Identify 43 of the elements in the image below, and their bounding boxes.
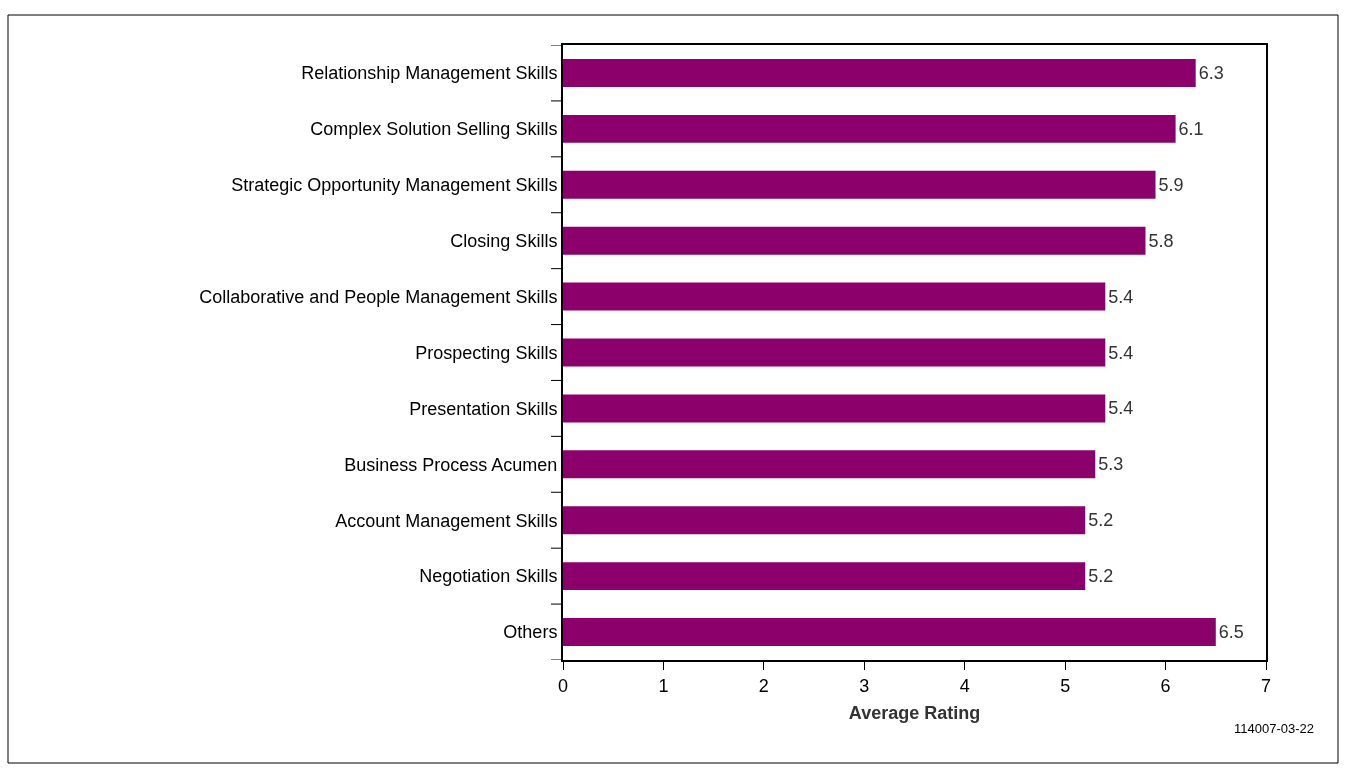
data-label: 5.9 xyxy=(1158,174,1184,195)
y-tick-label: Closing Skills xyxy=(450,230,558,251)
data-label: 5.8 xyxy=(1148,230,1174,251)
data-label: 5.2 xyxy=(1088,566,1114,587)
y-tick-label: Collaborative and People Management Skills xyxy=(199,286,558,307)
y-tick-label: Prospecting Skills xyxy=(415,342,558,363)
bar xyxy=(563,58,1196,87)
bar xyxy=(563,226,1146,255)
text: 114007-03-22 xyxy=(1234,721,1314,736)
y-tick-label: Relationship Management Skills xyxy=(301,63,558,84)
data-label: 5.3 xyxy=(1098,454,1124,475)
bar xyxy=(563,394,1106,423)
bar xyxy=(563,562,1086,591)
data-label: 6.5 xyxy=(1218,622,1244,643)
y-tick-label: Complex Solution Selling Skills xyxy=(310,119,558,140)
x-tick-label: 0 xyxy=(557,675,569,696)
bar xyxy=(563,618,1216,647)
data-label: 5.4 xyxy=(1108,286,1134,307)
x-tick-label: 5 xyxy=(1060,675,1071,696)
y-tick-label: Negotiation Skills xyxy=(419,566,558,587)
bar xyxy=(563,506,1086,535)
bar xyxy=(563,282,1106,311)
bar xyxy=(563,450,1096,479)
x-tick-label: 3 xyxy=(859,675,870,696)
x-tick-label: 1 xyxy=(658,675,669,696)
x-tick-label: 2 xyxy=(758,675,769,696)
x-axis-title: Average Rating xyxy=(848,703,981,724)
bar xyxy=(563,114,1176,143)
y-tick-label: Others xyxy=(503,622,558,643)
x-tick-label: 7 xyxy=(1260,675,1272,696)
data-label: 6.3 xyxy=(1198,62,1224,83)
data-label: 6.1 xyxy=(1178,118,1204,139)
x-tick-label: 6 xyxy=(1160,675,1171,696)
x-tick-label: 4 xyxy=(959,675,970,696)
y-tick-label: Business Process Acumen xyxy=(344,454,558,475)
bar xyxy=(563,170,1156,199)
data-label: 5.2 xyxy=(1088,510,1114,531)
bar xyxy=(563,338,1106,367)
data-label: 5.4 xyxy=(1108,398,1134,419)
data-label: 5.4 xyxy=(1108,342,1134,363)
y-tick-label: Presentation Skills xyxy=(409,398,558,419)
y-tick-label: Strategic Opportunity Management Skills xyxy=(231,175,558,196)
y-tick-label: Account Management Skills xyxy=(335,510,558,531)
